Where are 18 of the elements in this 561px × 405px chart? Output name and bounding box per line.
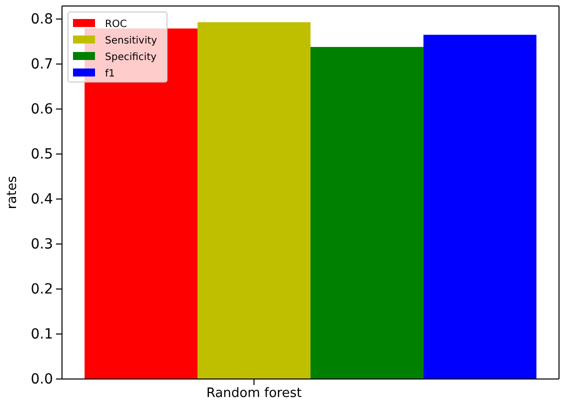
y-tick-label: 0.1: [30, 326, 53, 342]
y-tick-label: 0.2: [30, 281, 53, 298]
y-axis-title: rates: [5, 176, 20, 210]
y-tick-label: 0.3: [30, 236, 53, 252]
legend-label: Specificity: [105, 52, 157, 63]
legend-label: f1: [105, 68, 115, 80]
y-tick-label: 0.5: [30, 146, 53, 163]
legend-label: Sensitivity: [105, 36, 158, 46]
y-tick-label: 0.4: [30, 192, 54, 208]
y-tick-label: 0.8: [30, 12, 53, 28]
bar: [310, 46, 424, 379]
x-tick-label: Random forest: [206, 386, 302, 402]
bar: [423, 34, 536, 379]
y-tick-label: 0.7: [30, 56, 53, 73]
y-tick-label: 0.0: [30, 371, 53, 388]
legend-label: ROC: [105, 19, 127, 30]
y-tick-label: 0.6: [30, 102, 54, 118]
bar: [198, 22, 310, 379]
